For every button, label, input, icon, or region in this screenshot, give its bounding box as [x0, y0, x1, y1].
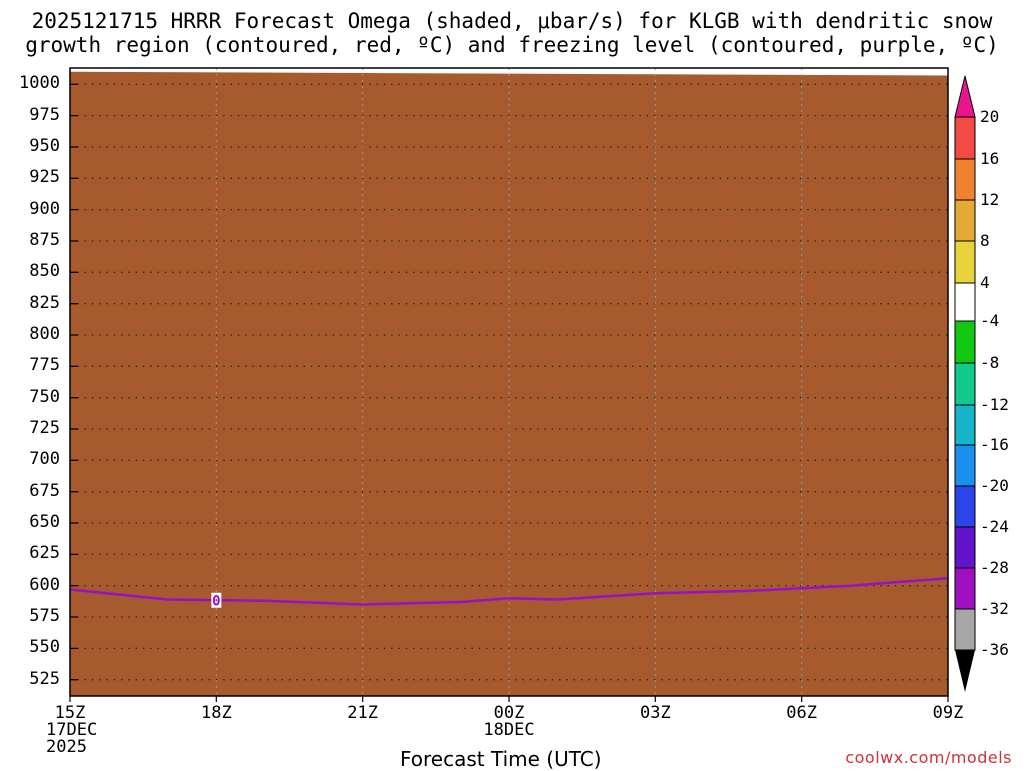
- colorbar-label-8: 8: [980, 231, 990, 250]
- colorbar: [954, 75, 976, 692]
- y-tick-label-750: 750: [29, 386, 60, 407]
- gridlines: [70, 68, 948, 696]
- y-tick-label-550: 550: [29, 637, 60, 658]
- y-tick-label-650: 650: [29, 512, 60, 533]
- colorbar-label--36: -36: [980, 640, 1009, 659]
- x-tick-label-06Z: 06Z: [786, 703, 818, 723]
- colorbar-label--32: -32: [980, 599, 1009, 618]
- colorbar-segment-9: [954, 485, 976, 528]
- y-tick-label-800: 800: [29, 323, 60, 344]
- y-tick-label-675: 675: [29, 480, 60, 501]
- colorbar-label--16: -16: [980, 435, 1009, 454]
- colorbar-label--8: -8: [980, 353, 1000, 372]
- colorbar-segment-1: [954, 158, 976, 201]
- colorbar-segment-3: [954, 240, 976, 284]
- colorbar-segment-6: [954, 362, 976, 406]
- x-tick-label-09Z: 09Z: [932, 703, 964, 723]
- chart-title-line-1: 2025121715 HRRR Forecast Omega (shaded, …: [31, 9, 993, 33]
- y-tick-label-925: 925: [29, 167, 60, 188]
- colorbar-label-16: 16: [980, 149, 1000, 168]
- x-tick-label-00Z: 00Z: [493, 703, 525, 723]
- y-tick-label-975: 975: [29, 104, 60, 125]
- y-tick-label-775: 775: [29, 355, 60, 376]
- y-tick-label-575: 575: [29, 606, 60, 627]
- colorbar-label--24: -24: [980, 517, 1009, 536]
- colorbar-bottom-arrow: [955, 650, 975, 692]
- y-tick-label-850: 850: [29, 261, 60, 282]
- colorbar-segment-2: [954, 199, 976, 242]
- y-tick-label-825: 825: [29, 292, 60, 313]
- freezing-level-label: 0: [212, 594, 220, 610]
- y-tick-label-950: 950: [29, 135, 60, 156]
- x-tick-label-15Z: 15Z: [54, 703, 86, 723]
- x-date-label-17dec: 17DEC: [46, 720, 98, 740]
- y-tick-label-700: 700: [29, 449, 60, 470]
- freezing-level-contour: 0: [70, 576, 948, 610]
- credit-link[interactable]: coolwx.com/models: [845, 748, 1012, 767]
- y-tick-label-900: 900: [29, 198, 60, 219]
- colorbar-label-4: 4: [980, 273, 990, 292]
- colorbar-label--4: -4: [980, 311, 1000, 330]
- colorbar-segment-12: [954, 608, 976, 651]
- colorbar-label--20: -20: [980, 476, 1009, 495]
- colorbar-segment-4: [954, 282, 976, 322]
- colorbar-label-20: 20: [980, 107, 1000, 126]
- colorbar-segment-5: [954, 320, 976, 364]
- chart-title-line-2: growth region (contoured, red, ºC) and f…: [25, 33, 999, 57]
- colorbar-segment-11: [954, 567, 976, 610]
- colorbar-segment-8: [954, 444, 976, 487]
- x-date-label-2025: 2025: [46, 737, 87, 757]
- freezing-label-bg: [211, 592, 222, 608]
- ground-fill: [70, 71, 948, 696]
- colorbar-segment-10: [954, 526, 976, 569]
- y-tick-label-1000: 1000: [19, 73, 60, 94]
- x-date-label-18dec: 18DEC: [483, 720, 535, 740]
- x-tick-label-03Z: 03Z: [639, 703, 671, 723]
- y-tick-label-600: 600: [29, 574, 60, 595]
- colorbar-label-12: 12: [980, 190, 1000, 209]
- y-tick-label-725: 725: [29, 418, 60, 438]
- y-tick-label-525: 525: [29, 668, 60, 689]
- colorbar-segment-7: [954, 404, 976, 446]
- x-tick-label-18Z: 18Z: [200, 703, 232, 723]
- colorbar-segment-0: [954, 116, 976, 160]
- freezing-level-line: [70, 576, 948, 606]
- axis-ticks: [69, 83, 949, 702]
- x-tick-label-21Z: 21Z: [347, 703, 379, 723]
- x-axis-title: Forecast Time (UTC): [400, 747, 602, 771]
- colorbar-top-arrow: [954, 75, 976, 118]
- y-tick-label-625: 625: [29, 543, 60, 564]
- colorbar-label--28: -28: [980, 558, 1009, 577]
- ground-layer: [70, 71, 948, 696]
- colorbar-label--12: -12: [980, 395, 1009, 414]
- y-tick-label-875: 875: [29, 229, 60, 250]
